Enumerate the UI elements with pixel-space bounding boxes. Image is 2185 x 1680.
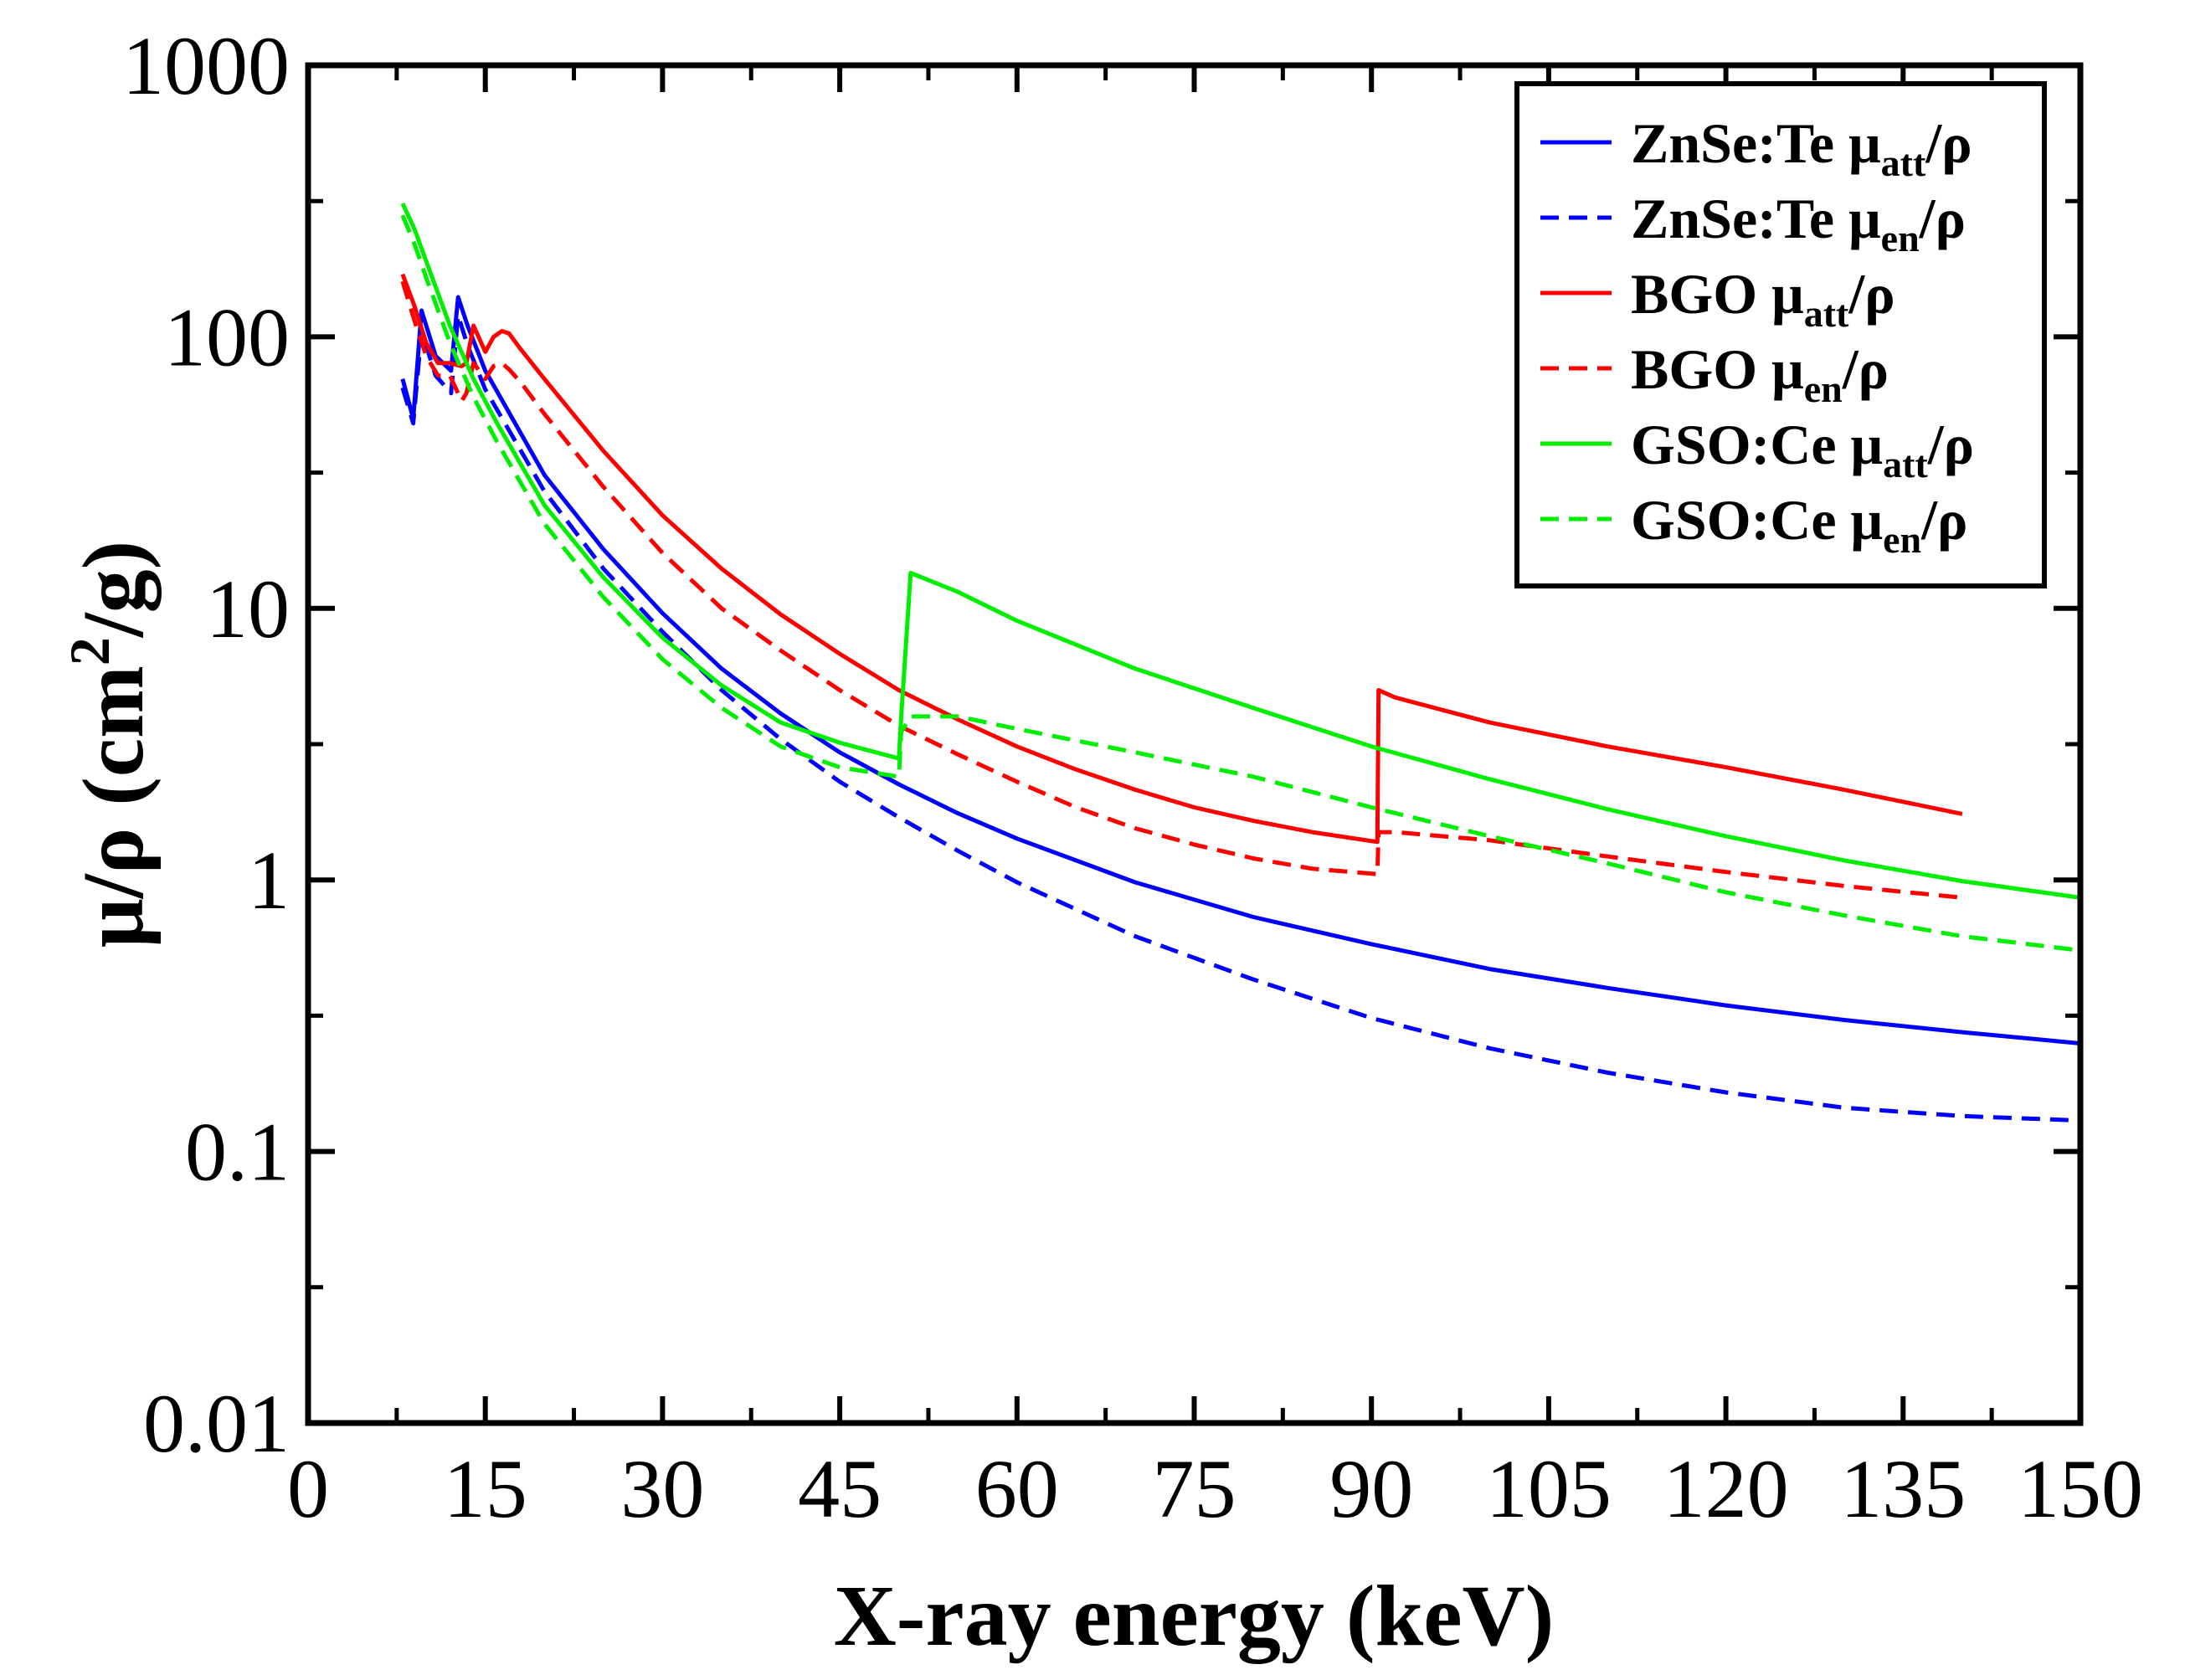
- legend-label-tail: /ρ: [1925, 111, 1972, 175]
- legend-label-5: GSO:Ce μen/ρ: [1631, 488, 1967, 561]
- x-tick-label: 45: [798, 1442, 882, 1535]
- legend-label-tail: /ρ: [1848, 262, 1895, 326]
- legend-label-main: BGO μ: [1631, 262, 1804, 326]
- x-axis-title: X-ray energy (keV): [834, 1568, 1555, 1664]
- x-tick-label: 120: [1663, 1442, 1789, 1535]
- x-tick-label: 15: [444, 1442, 527, 1535]
- x-tick-label: 150: [2018, 1442, 2143, 1535]
- legend-label-main: ZnSe:Te μ: [1631, 187, 1881, 250]
- legend-label-tail: /ρ: [1919, 187, 1966, 250]
- legend-label-0: ZnSe:Te μatt/ρ: [1631, 111, 1972, 184]
- x-tick-label: 30: [620, 1442, 704, 1535]
- x-tick-label: 60: [975, 1442, 1059, 1535]
- legend-label-sub: en: [1881, 217, 1920, 259]
- y-axis-title: μ/ρ (cm2/g): [58, 541, 162, 948]
- legend-label-main: GSO:Ce μ: [1631, 488, 1883, 552]
- y-tick-label: 1: [248, 834, 290, 927]
- y-tick-label: 100: [164, 290, 290, 383]
- legend-label-4: GSO:Ce μatt/ρ: [1631, 413, 1974, 486]
- x-tick-label: 90: [1329, 1442, 1413, 1535]
- y-axis-title-tail: /g): [65, 541, 162, 640]
- y-tick-label: 0.1: [185, 1106, 290, 1199]
- legend-label-3: BGO μen/ρ: [1631, 337, 1889, 410]
- legend-label-main: ZnSe:Te μ: [1631, 111, 1881, 175]
- legend-label-main: GSO:Ce μ: [1631, 413, 1883, 476]
- tick-layer: 0 15 30 45 60 75 90 105 120 135 150 0.01 0.1 1 10 100 10…: [122, 19, 2143, 1535]
- y-tick-label: 10: [206, 563, 290, 655]
- legend-label-main: BGO μ: [1631, 337, 1804, 401]
- series-layer: [400, 202, 2080, 1123]
- legend-label-tail: /ρ: [1927, 413, 1974, 476]
- legend-label-tail: /ρ: [1842, 337, 1889, 401]
- legend-label-sub: att: [1883, 443, 1928, 486]
- y-axis-title-base: μ/ρ (cm: [65, 665, 162, 948]
- series-line-5: [400, 214, 2080, 953]
- legend-label-tail: /ρ: [1920, 488, 1967, 552]
- y-tick-label: 0.01: [143, 1377, 290, 1470]
- legend-label-sub: att: [1804, 292, 1849, 335]
- y-axis-title-sup: 2: [58, 637, 121, 665]
- legend-label-1: ZnSe:Te μen/ρ: [1631, 187, 1966, 259]
- legend-label-sub: att: [1881, 141, 1926, 184]
- legend-box: [1514, 81, 2047, 588]
- series-line-3: [400, 280, 1963, 900]
- y-tick-label: 1000: [122, 19, 290, 112]
- x-tick-label: 0: [287, 1442, 329, 1535]
- x-tick-label: 105: [1486, 1442, 1612, 1535]
- x-tick-label: 135: [1840, 1442, 1966, 1535]
- legend-label-sub: en: [1804, 367, 1843, 410]
- legend-label-sub: en: [1883, 518, 1921, 561]
- legend-label-2: BGO μatt/ρ: [1631, 262, 1895, 335]
- x-tick-label: 75: [1153, 1442, 1236, 1535]
